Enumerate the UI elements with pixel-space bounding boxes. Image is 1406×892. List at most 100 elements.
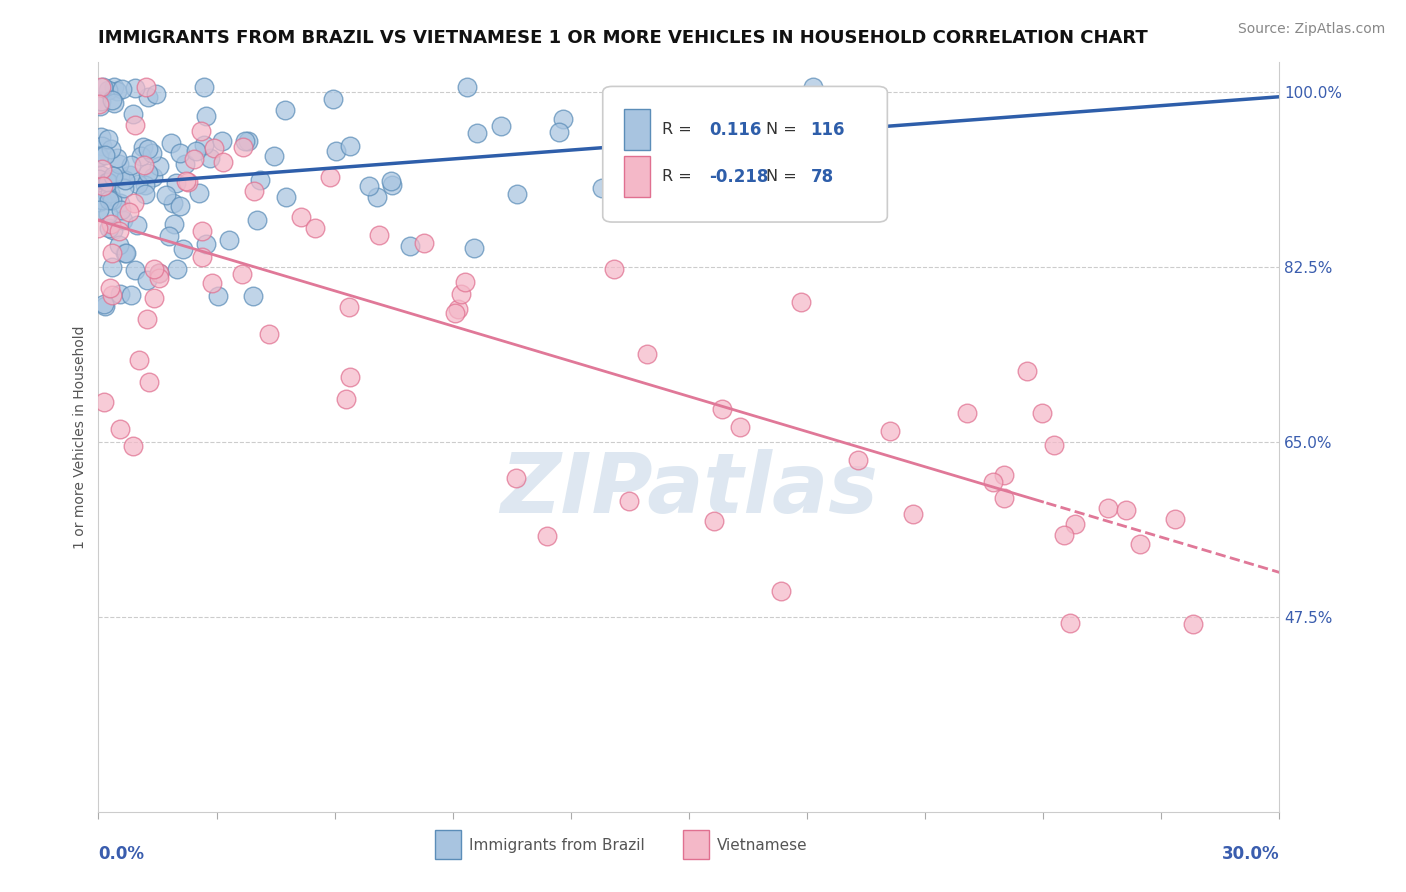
Point (101, 171, 124, 186)
Point (174, 174, 197, 188)
Point (506, 187, 529, 202)
FancyBboxPatch shape (624, 156, 650, 197)
Point (413, 236, 436, 251)
Point (111, 82, 134, 96)
Point (1097, 500, 1119, 515)
Point (202, 141, 225, 155)
Point (263, 149, 285, 163)
Text: 116: 116 (811, 120, 845, 138)
Point (636, 346, 658, 360)
Point (257, 327, 280, 342)
Point (143, 291, 166, 305)
Point (100, 281, 122, 295)
Point (207, 289, 229, 303)
Point (536, 529, 558, 543)
Point (790, 295, 813, 310)
Point (97, 83, 120, 97)
Point (90, 162, 112, 177)
Point (90, 138, 112, 153)
Point (134, 158, 156, 172)
Point (489, 119, 512, 133)
Point (136, 90, 159, 104)
Point (142, 170, 165, 185)
Point (381, 178, 404, 192)
Point (120, 168, 142, 182)
Point (357, 179, 380, 194)
Point (97, 132, 120, 146)
Point (93, 80, 115, 95)
Point (454, 275, 477, 289)
Point (201, 276, 224, 290)
Point (96, 175, 118, 189)
Point (325, 144, 347, 158)
Point (93, 148, 115, 162)
Point (322, 93, 344, 107)
Point (136, 311, 159, 326)
Text: ZIPatlas: ZIPatlas (501, 449, 877, 530)
Point (1129, 537, 1152, 551)
Point (463, 241, 485, 255)
Point (90, 130, 112, 145)
Point (1031, 406, 1053, 420)
Point (148, 159, 170, 173)
Point (846, 452, 869, 467)
Point (447, 301, 470, 316)
Point (101, 169, 124, 184)
Text: N =: N = (766, 169, 801, 185)
Point (249, 173, 271, 187)
Point (124, 263, 146, 277)
FancyBboxPatch shape (683, 830, 709, 859)
Point (110, 169, 132, 183)
Point (1017, 363, 1039, 377)
Point (183, 153, 205, 167)
Point (304, 221, 326, 235)
Point (1182, 616, 1205, 631)
Point (242, 289, 264, 303)
Point (1115, 502, 1137, 516)
Point (103, 80, 125, 95)
Point (132, 140, 155, 154)
Point (177, 175, 200, 189)
Point (87, 96, 110, 111)
Point (169, 199, 191, 213)
Point (108, 224, 131, 238)
Point (108, 195, 131, 210)
Text: 78: 78 (811, 168, 834, 186)
Point (728, 419, 751, 434)
Point (148, 270, 170, 285)
Point (879, 424, 901, 438)
Point (101, 193, 124, 207)
Point (87, 171, 110, 186)
Text: Vietnamese: Vietnamese (717, 838, 808, 853)
Point (124, 80, 146, 95)
Point (97, 221, 120, 235)
Point (135, 80, 157, 95)
Point (553, 112, 575, 126)
Y-axis label: 1 or more Vehicles in Household: 1 or more Vehicles in Household (73, 326, 87, 549)
Point (218, 233, 240, 247)
Point (141, 146, 163, 161)
Point (101, 94, 124, 108)
Point (90, 80, 112, 95)
Point (603, 262, 626, 277)
Point (188, 186, 211, 201)
Point (368, 228, 391, 243)
Point (127, 177, 149, 191)
Point (100, 245, 122, 260)
Point (90, 168, 112, 182)
Point (108, 286, 131, 301)
Point (824, 104, 846, 119)
Point (1043, 438, 1066, 452)
Point (444, 306, 467, 320)
Point (238, 134, 260, 148)
Point (87, 202, 110, 217)
Point (112, 180, 135, 194)
Point (89, 194, 111, 209)
Point (591, 181, 613, 195)
Point (122, 106, 145, 120)
Text: IMMIGRANTS FROM BRAZIL VS VIETNAMESE 1 OR MORE VEHICLES IN HOUSEHOLD CORRELATION: IMMIGRANTS FROM BRAZIL VS VIETNAMESE 1 O… (98, 29, 1149, 47)
Point (91, 193, 114, 207)
Point (148, 266, 170, 280)
Point (801, 80, 824, 95)
Point (155, 188, 177, 202)
